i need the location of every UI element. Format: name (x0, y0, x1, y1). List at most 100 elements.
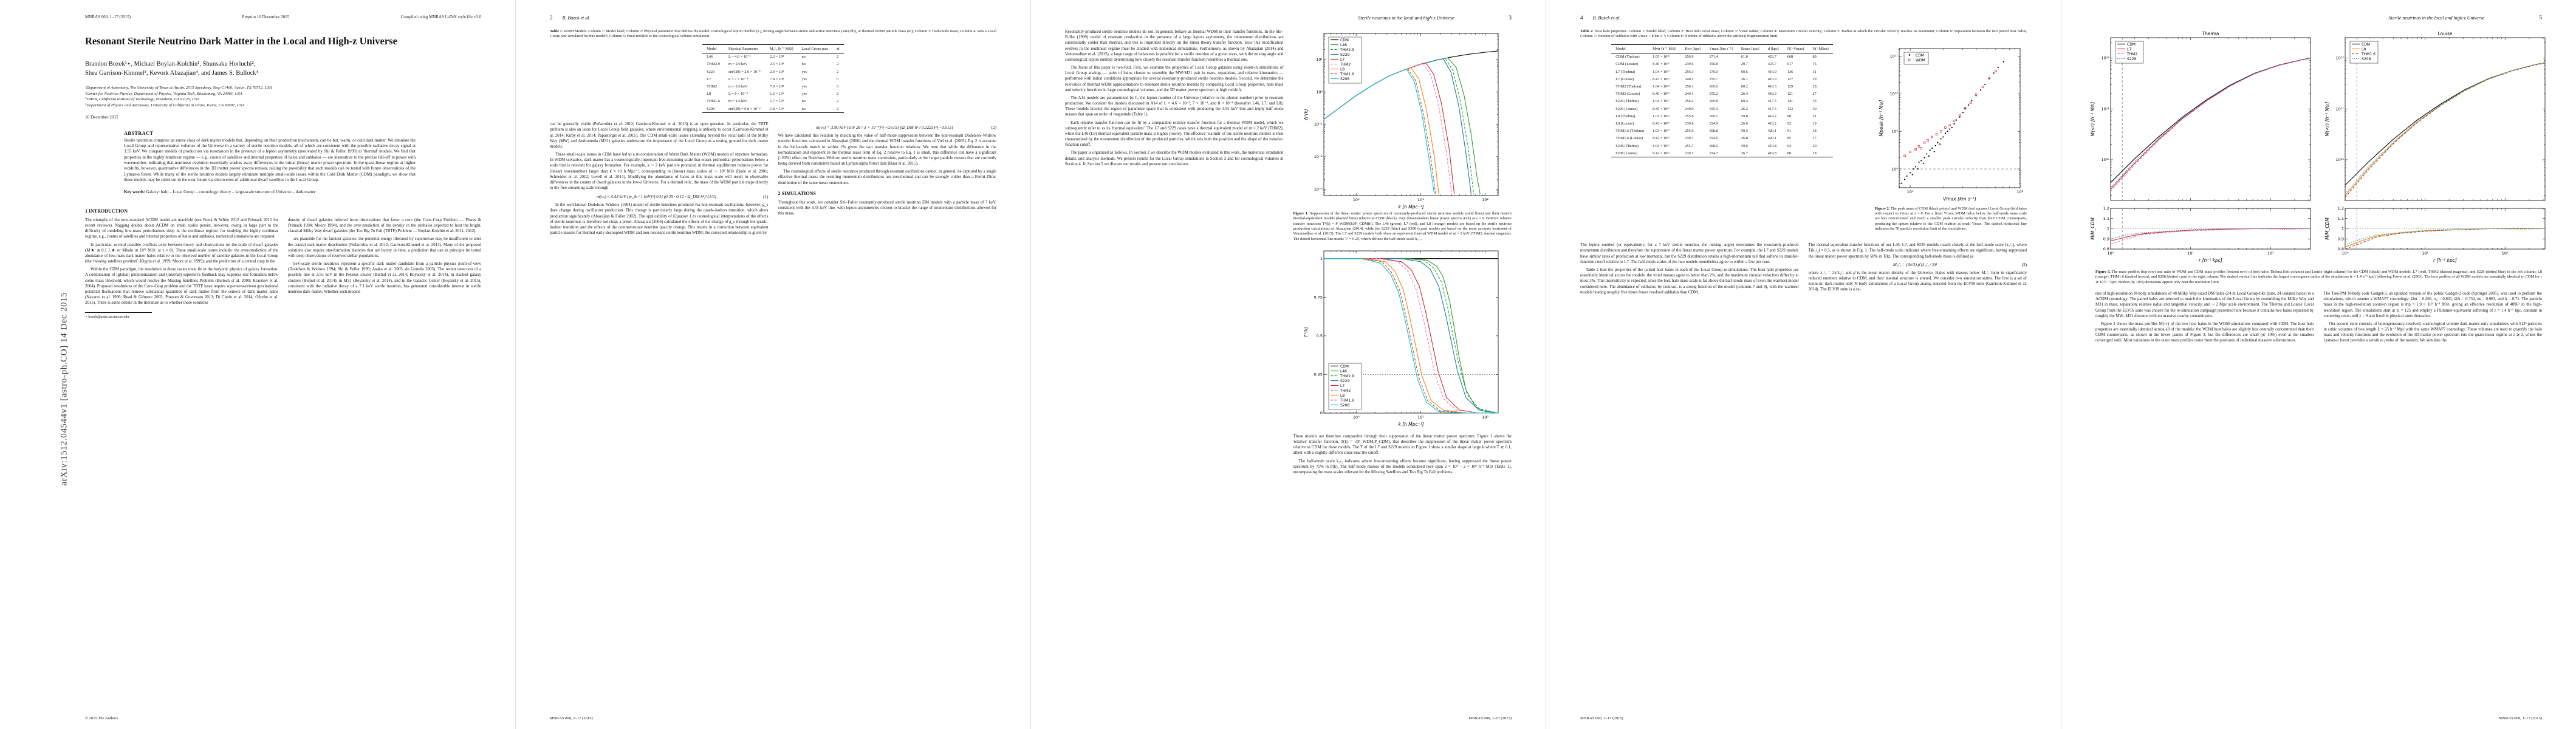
svg-text:THM2: THM2 (1340, 389, 1351, 393)
paragraph: Within the CDM paradigm, the resolution … (85, 267, 278, 306)
column-header: Physical Parameter (724, 44, 766, 53)
paragraph: The half-mode scale k₁/₂ indicates where… (1293, 459, 1512, 474)
running-header: Sterile neutrinos in the local and high-… (2095, 15, 2542, 21)
svg-text:0.25: 0.25 (1314, 372, 1323, 377)
paragraph: The Tree-PM N-body code Gadget-3, an upd… (2323, 291, 2543, 318)
svg-text:Δ²(k): Δ²(k) (1303, 109, 1309, 120)
running-authors: B. Bozek et al. (1592, 15, 1621, 21)
paragraph: ries of high-resolution N-body simulatio… (2095, 291, 2314, 318)
svg-text:L46: L46 (1340, 369, 1347, 374)
paper-title: Resonant Sterile Neutrino Dark Matter in… (85, 35, 397, 47)
table-and-figure-row: Model Mvir [h⁻¹ M⊙] Rvir [kpc] Vmax [km s⁻¹… (1580, 44, 2027, 237)
equation-1-body: m(νₛ) ≈ 4.43 keV (m_th / 1 keV)^{4/3} (0… (596, 194, 717, 200)
figure-2-label: Figure 2. (1875, 206, 1890, 211)
svg-text:S208: S208 (2362, 57, 2371, 61)
svg-text:1: 1 (2341, 227, 2343, 231)
svg-text:1: 1 (2106, 227, 2109, 231)
running-title: Sterile neutrinos in the local and high-… (2388, 15, 2485, 21)
svg-text:10²: 10² (1482, 197, 1489, 202)
footnote-rule (85, 312, 152, 313)
page-3: Sterile neutrinos in the local and high-… (1030, 0, 1546, 729)
svg-text:0.5: 0.5 (1317, 334, 1323, 338)
column-left: The triumphs of the now-standard ΛCDM mo… (85, 217, 278, 319)
equation-3-body: M₁/₂ = (4π/3) ρ̄ (λ₁/₂ / 2)³ (1893, 262, 1937, 267)
column-right: The thermal equivalent transfer function… (1809, 242, 2027, 298)
table-row: S208 (Louise) 8.42 × 10¹¹ 239.7 154.7 26.7 41… (1611, 149, 1833, 158)
paragraph: The A14 models are parametrized by L, th… (1065, 95, 1284, 117)
svg-text:S229: S229 (1340, 379, 1349, 383)
table-row: L8 L = 8 × 10⁻⁴ 1.6 × 10⁹ yes 2 (707, 92, 839, 97)
page-number: 4 (1580, 15, 1583, 21)
svg-text:L7: L7 (1340, 384, 1345, 388)
table-2-label: Table 2. (1580, 29, 1594, 33)
figure-2-wrapper: 10¹ 10² 10⁸ 10⁹ 10¹⁰ 10¹¹ Vmax [km s⁻¹] Mpeak [… (1875, 44, 2027, 237)
page-number: 3 (1509, 15, 1512, 21)
equation-1-number: (1) (763, 194, 769, 199)
svg-text:10⁻¹: 10⁻¹ (1314, 122, 1323, 127)
table-row: S208 (Thelma) 1.03 × 10¹² 255.7 168.9 59.6 41… (1615, 143, 1817, 148)
abstract-label: ABSTRACT (124, 130, 154, 136)
svg-text:S208: S208 (1340, 403, 1349, 408)
svg-text:10⁰: 10⁰ (1316, 89, 1323, 94)
svg-text:L7: L7 (2127, 47, 2131, 52)
svg-text:10¹: 10¹ (1907, 190, 1914, 194)
figure-2-caption: Figure 2. The peak mass of CDM (black po… (1875, 206, 2027, 231)
section-2-heading: 2 SIMULATIONS (778, 190, 816, 196)
svg-text:S229: S229 (1340, 53, 1349, 57)
table-row: S229 (Louise) 8.45 × 10¹¹ 240.0 155.4 26.2 41… (1615, 106, 1817, 111)
submission-date: 16 December 2015 (85, 114, 118, 120)
column-header: Local Group pair (797, 44, 832, 53)
svg-text:Louise: Louise (2437, 31, 2452, 36)
section-1-heading: 1 INTRODUCTION (85, 208, 128, 214)
column-header: Model (702, 44, 724, 53)
equation-2-body: m(νₛ) = 3.90 keV (sin² 2θ / 3 × 10⁻⁹)^{−… (816, 125, 953, 131)
svg-text:10²: 10² (1482, 415, 1489, 420)
page-footer: MNRAS 000, 1–17 (2015) (550, 716, 593, 720)
author-list: Brandon Bozek¹⋆, Michael Boylan-Kolchin¹… (85, 60, 481, 77)
paragraph: Our second suite consists of homogeneous… (2323, 321, 2543, 343)
svg-text:L46: L46 (1340, 43, 1347, 47)
journal-ref: MNRAS 000, 1–17 (2015) (85, 15, 131, 19)
abstract-text: Sterile neutrinos comprise an entire cla… (124, 137, 416, 183)
svg-text:10²: 10² (2267, 251, 2273, 256)
figure-3-thelma-mass-profile-chart: 10¹⁰ 10¹¹ 10¹² Thelma M(<r) [h⁻¹ M⊙] CDM L7 THM… (2088, 29, 2315, 204)
figure-3-caption: Figure 3. The mass profiles (top row) an… (2095, 270, 2543, 284)
figure-3-louise-mass-profile-chart: 10¹⁰ 10¹¹ 10¹² Louise M(<r) [h⁻¹ M⊙] CDM L8 THM… (2323, 29, 2549, 204)
table-row: CDM (Louise) 8.40 × 10¹¹ 239.6 156.8 29.7 423… (1615, 62, 1817, 67)
column-header: Rmax [kpc] (1736, 44, 1764, 53)
svg-text:L8: L8 (2362, 47, 2366, 52)
keywords-text: Galaxy: halo – Local Group – cosmology: … (146, 189, 316, 194)
svg-text:CDM: CDM (1916, 53, 1924, 58)
svg-text:10²: 10² (2017, 190, 2024, 194)
svg-text:10⁰: 10⁰ (2107, 251, 2114, 256)
paragraph: Throughout this work, we consider Shi–Fu… (778, 200, 997, 216)
paragraph: The triumphs of the now-standard ΛCDM mo… (85, 217, 278, 239)
svg-text:1.2: 1.2 (2337, 206, 2343, 211)
svg-text:10¹⁰: 10¹⁰ (2101, 157, 2109, 162)
svg-text:M/M_CDM: M/M_CDM (2324, 217, 2330, 240)
svg-text:10¹: 10¹ (2422, 251, 2428, 256)
intro-columns: The triumphs of the now-standard ΛCDM mo… (85, 217, 481, 319)
svg-text:Vmax [km s⁻¹]: Vmax [km s⁻¹] (1943, 196, 1976, 202)
paragraph: density of dwarf galaxies inferred from … (288, 217, 481, 234)
svg-text:CDM: CDM (2362, 43, 2370, 47)
column-header: N(>Vmax) (1783, 44, 1809, 53)
running-header: Sterile neutrinos in the local and high-… (1065, 15, 1512, 21)
svg-text:k [h Mpc⁻¹]: k [h Mpc⁻¹] (1399, 422, 1424, 427)
running-authors: B. Bozek et al. (562, 15, 591, 21)
svg-text:WDM: WDM (1916, 58, 1925, 63)
svg-text:10¹: 10¹ (2187, 251, 2194, 256)
paragraph: Figure 3 shows the mass profiles M(<r) o… (2095, 321, 2314, 343)
svg-text:L7: L7 (1340, 58, 1345, 62)
svg-text:10¹¹: 10¹¹ (2335, 106, 2344, 111)
page-4: 4 B. Bozek et al. Table 2. Host halo pro… (1546, 0, 2061, 729)
table-1: Model Physical Parameter M₁/₂ [h⁻¹ M⊙] Loca… (702, 44, 844, 114)
column-right: 10⁰ 10¹ 10² 10⁻³ 10⁻² 10⁻¹ 10⁰ 10¹ k [h Mpc⁻¹] Δ²… (1293, 29, 1512, 477)
figure-3-label: Figure 3. (2095, 270, 2111, 274)
column-header: Mvir [h⁻¹ M⊙] (1648, 44, 1681, 53)
body-columns: can be generally viable (Peñarrubia et a… (550, 122, 996, 238)
equation-3-number: (3) (2021, 262, 2027, 267)
affiliation-1: ¹Department of Astronomy, The University… (85, 85, 272, 90)
running-header: MNRAS 000, 1–17 (2015) Preprint 16 Decem… (85, 15, 481, 19)
figure-3-left-panel: 10¹⁰ 10¹¹ 10¹² Thelma M(<r) [h⁻¹ M⊙] CDM L7 THM… (2088, 29, 2315, 265)
